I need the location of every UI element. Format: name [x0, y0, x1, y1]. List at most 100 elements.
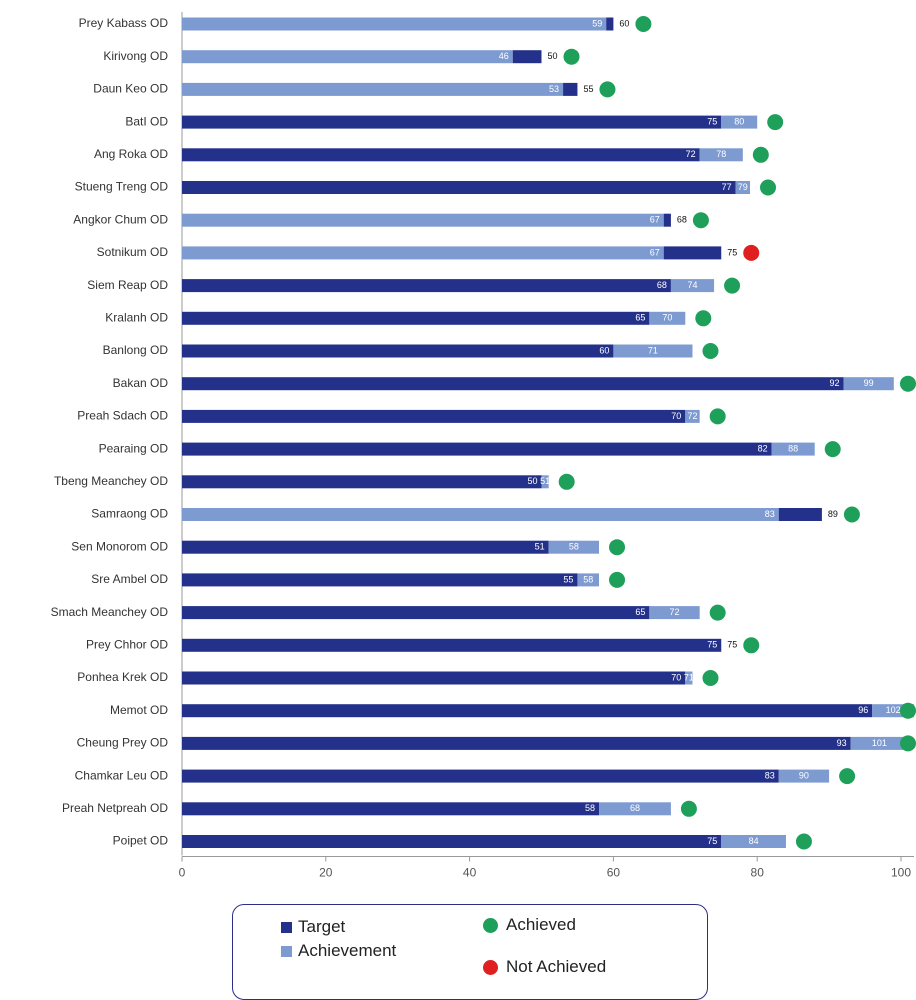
data-label-target: 70	[671, 672, 681, 682]
achieved-dot-icon	[609, 539, 626, 556]
bar-achievement	[541, 475, 549, 489]
bar-achievement	[577, 573, 600, 587]
data-label-achievement: 51	[540, 476, 550, 486]
data-label-achievement: 68	[630, 803, 640, 813]
data-label-achievement: 90	[799, 770, 809, 780]
data-label-achievement: 79	[738, 182, 748, 192]
bar-achievement	[649, 311, 686, 325]
x-tick-label: 40	[463, 866, 477, 880]
bar-achievement	[721, 115, 758, 129]
achieved-dot-icon	[599, 81, 616, 98]
data-label-target: 50	[548, 51, 558, 61]
achieved-dot-icon	[752, 146, 769, 163]
data-label-achievement: 46	[499, 51, 509, 61]
achieved-dot-icon	[635, 16, 652, 32]
achieved-dot-icon	[743, 637, 760, 654]
legend-item-target: Target	[281, 917, 345, 937]
data-label-target: 60	[619, 18, 629, 28]
bar-target	[182, 115, 722, 129]
data-label-target: 50	[527, 476, 537, 486]
achieved-dot-icon	[692, 212, 709, 229]
bar-target	[182, 181, 736, 194]
bar-achievement	[850, 736, 909, 750]
bar-target	[182, 442, 772, 456]
data-label-achievement: 70	[662, 313, 672, 323]
achieved-dot-icon	[839, 768, 856, 785]
data-label-target: 75	[727, 247, 737, 257]
data-label-target: 65	[635, 607, 645, 617]
data-label-target: 68	[657, 280, 667, 290]
category-label: Stueng Treng OD	[75, 180, 169, 194]
bar-achievement	[778, 769, 830, 783]
legend-label-not-achieved: Not Achieved	[506, 957, 607, 976]
bar-achievement	[735, 181, 751, 194]
category-label: Cheung Prey OD	[77, 736, 169, 750]
data-label-target: 82	[758, 443, 768, 453]
data-label-target: 60	[599, 345, 609, 355]
category-label: Angkor Chum OD	[73, 212, 168, 226]
category-label: Bakan OD	[113, 376, 169, 390]
category-label: Siem Reap OD	[87, 278, 168, 292]
bar-target	[778, 508, 822, 521]
data-label-target: 75	[707, 116, 717, 126]
category-label: Sre Ambel OD	[91, 572, 168, 586]
bar-target	[182, 802, 600, 816]
achieved-dot-icon	[709, 408, 726, 425]
bar-achievement	[182, 213, 664, 227]
legend-label-achieved: Achieved	[506, 915, 576, 934]
bar-achievement	[670, 279, 715, 293]
achieved-dot-icon	[609, 571, 626, 588]
data-label-achievement: 78	[716, 149, 726, 159]
data-label-achievement: 67	[650, 247, 660, 257]
bar-target	[182, 344, 614, 358]
bar-achievement	[182, 17, 607, 31]
bar-target	[182, 704, 873, 718]
data-label-achievement: 72	[670, 607, 680, 617]
bar-achievement	[613, 344, 693, 358]
x-tick-label: 60	[607, 866, 621, 880]
category-label: Daun Keo OD	[93, 82, 168, 96]
category-label: Poipet OD	[113, 834, 169, 848]
category-label: Pearaing OD	[99, 441, 169, 455]
data-label-target: 75	[707, 640, 717, 650]
data-label-target: 89	[828, 509, 838, 519]
category-label: Banlong OD	[103, 343, 169, 357]
legend-swatch-target	[281, 921, 292, 933]
bar-achievement	[685, 671, 693, 685]
data-label-achievement: 59	[592, 18, 602, 28]
data-label-target: 92	[829, 378, 839, 388]
achieved-dot-icon	[900, 375, 916, 392]
bar-achievement	[649, 606, 700, 620]
category-label: Preah Netpreah OD	[62, 801, 168, 815]
data-label-target: 55	[563, 574, 573, 584]
data-label-achievement: 101	[872, 738, 887, 748]
bar-target	[606, 17, 614, 31]
achieved-dot-icon	[900, 735, 916, 752]
bar-target	[182, 606, 650, 620]
data-label-target: 83	[765, 770, 775, 780]
x-tick-label: 0	[179, 866, 186, 880]
bar-achievement	[699, 148, 743, 162]
bar-target	[182, 377, 844, 391]
category-label: Prey Kabass OD	[79, 16, 169, 30]
achieved-dot-icon	[680, 800, 697, 817]
bar-target	[663, 246, 722, 260]
data-label-achievement: 102	[886, 705, 901, 715]
data-label-achievement: 71	[648, 345, 658, 355]
bar-target	[182, 540, 549, 554]
data-label-achievement: 83	[765, 509, 775, 519]
data-label-achievement: 88	[788, 443, 798, 453]
bar-target	[182, 311, 650, 325]
data-label-achievement: 74	[687, 280, 697, 290]
data-label-target: 93	[837, 738, 847, 748]
legend-swatch-achievement	[281, 945, 292, 957]
bar-achievement	[685, 409, 700, 423]
legend-item-achievement: Achievement	[281, 941, 396, 961]
not-achieved-dot-icon	[483, 959, 498, 975]
achieved-dot-icon	[702, 343, 719, 359]
achieved-dot-icon	[558, 473, 575, 490]
data-label-target: 70	[671, 411, 681, 421]
bar-target	[563, 82, 578, 96]
achieved-dot-icon	[563, 48, 580, 65]
bar-target	[182, 638, 722, 652]
